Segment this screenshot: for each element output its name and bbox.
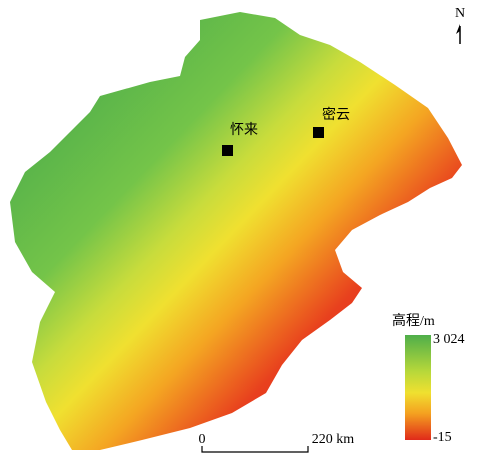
scale-end: 220 km	[312, 432, 355, 447]
legend-min: -15	[433, 430, 452, 445]
place-label: 密云	[322, 106, 350, 123]
scale-bar	[201, 446, 309, 453]
elevation-region	[10, 12, 462, 450]
legend-title: 高程/m	[392, 312, 435, 329]
place-label: 怀来	[230, 122, 258, 138]
scale-start: 0	[199, 432, 206, 447]
north-label: N	[455, 6, 465, 21]
place-marker	[313, 127, 324, 138]
place-marker	[222, 145, 233, 156]
legend-max: 3 024	[433, 332, 465, 347]
legend-bar	[405, 335, 431, 440]
north-arrow-head	[456, 24, 460, 34]
